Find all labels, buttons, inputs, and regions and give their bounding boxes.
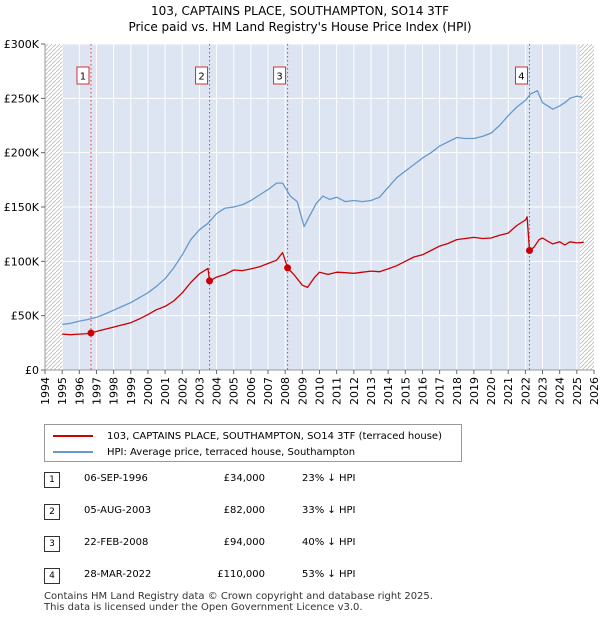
sale-number: 4 <box>44 568 60 584</box>
footer-copyright: Contains HM Land Registry data © Crown c… <box>44 591 433 602</box>
sale-row: 2 05-AUG-2003 £82,000 33% ↓ HPI <box>40 504 400 524</box>
x-tick-label: 2005 <box>228 377 241 405</box>
x-tick-label: 2012 <box>348 377 361 405</box>
x-tick-label: 2016 <box>416 377 429 405</box>
x-tick-label: 2026 <box>588 377 600 405</box>
sale-hpi-diff: 33% ↓ HPI <box>302 505 356 516</box>
forecast-hatch <box>579 44 594 370</box>
x-tick-label: 2024 <box>554 377 567 405</box>
sale-row: 4 28-MAR-2022 £110,000 53% ↓ HPI <box>40 568 400 588</box>
x-tick-label: 2014 <box>382 377 395 405</box>
x-tick-label: 2004 <box>211 377 224 405</box>
x-tick-label: 2020 <box>485 377 498 405</box>
legend-label-hpi: HPI: Average price, terraced house, Sout… <box>107 446 356 458</box>
x-tick-label: 2010 <box>314 377 327 405</box>
sale-row: 3 22-FEB-2008 £94,000 40% ↓ HPI <box>40 536 400 556</box>
sale-price: £94,000 <box>223 537 265 548</box>
x-tick-label: 2015 <box>399 377 412 405</box>
x-tick-label: 2013 <box>365 377 378 405</box>
x-tick-label: 2007 <box>262 377 275 405</box>
sale-point <box>87 329 95 337</box>
price-chart: 1 2 3 4 £0 £50K £100K £150K £200K £250K £300K 1994… <box>4 38 600 405</box>
chart-title: 103, CAPTAINS PLACE, SOUTHAMPTON, SO14 3… <box>150 4 450 18</box>
y-tick-label: £250K <box>4 92 40 105</box>
sale-point <box>284 264 292 272</box>
sale-price: £34,000 <box>223 473 265 484</box>
x-tick-label: 2025 <box>571 377 584 405</box>
legend-label-property: 103, CAPTAINS PLACE, SOUTHAMPTON, SO14 3… <box>107 430 442 442</box>
x-tick-label: 1995 <box>56 377 69 405</box>
sale-date: 06-SEP-1996 <box>84 473 148 484</box>
sale-marker-label: 2 <box>198 72 204 83</box>
sale-marker-box <box>195 66 209 85</box>
legend-swatch-hpi <box>53 451 93 453</box>
y-tick-label: £0 <box>25 364 39 377</box>
y-tick-label: £50K <box>11 310 40 323</box>
legend-swatch-property <box>53 435 93 437</box>
x-tick-label: 2000 <box>142 377 155 405</box>
x-tick-label: 2023 <box>537 377 550 405</box>
legend-item-hpi: HPI: Average price, terraced house, Sout… <box>53 445 355 459</box>
y-tick-label: £200K <box>4 147 40 160</box>
sale-row: 1 06-SEP-1996 £34,000 23% ↓ HPI <box>40 472 400 492</box>
y-tick-label: £100K <box>4 255 40 268</box>
x-tick-label: 2003 <box>193 377 206 405</box>
property-price-line <box>62 216 584 336</box>
x-tick-label: 2009 <box>296 377 309 405</box>
x-tick-label: 2022 <box>519 377 532 405</box>
x-tick-label: 1994 <box>39 377 52 405</box>
sale-point <box>525 246 533 254</box>
sale-marker-box <box>514 66 528 85</box>
sale-number: 3 <box>44 536 60 552</box>
x-tick-label: 1999 <box>125 377 138 405</box>
legend-item-property: 103, CAPTAINS PLACE, SOUTHAMPTON, SO14 3… <box>53 429 442 443</box>
sale-date: 22-FEB-2008 <box>84 537 149 548</box>
sale-number: 2 <box>44 504 60 520</box>
forecast-hatch <box>45 44 63 370</box>
sale-number: 1 <box>44 472 60 488</box>
footer: Contains HM Land Registry data © Crown c… <box>44 591 433 613</box>
sale-marker-box <box>76 66 90 85</box>
sale-marker-label: 3 <box>276 72 282 83</box>
x-tick-label: 1997 <box>90 377 103 405</box>
sale-marker-label: 4 <box>518 72 524 83</box>
sale-marker-box <box>273 66 287 85</box>
x-tick-label: 2021 <box>502 377 515 405</box>
y-tick-label: £150K <box>4 201 40 214</box>
chart-subtitle: Price paid vs. HM Land Registry's House … <box>128 20 472 34</box>
x-tick-label: 2017 <box>434 377 447 405</box>
sale-hpi-diff: 23% ↓ HPI <box>302 473 356 484</box>
legend: 103, CAPTAINS PLACE, SOUTHAMPTON, SO14 3… <box>44 424 462 462</box>
x-tick-label: 2001 <box>159 377 172 405</box>
x-tick-label: 2018 <box>451 377 464 405</box>
sale-hpi-diff: 40% ↓ HPI <box>302 537 356 548</box>
footer-licence: This data is licensed under the Open Gov… <box>44 602 363 613</box>
sale-point <box>206 277 214 285</box>
sale-hpi-diff: 53% ↓ HPI <box>302 569 356 580</box>
sale-date: 05-AUG-2003 <box>84 505 152 516</box>
x-tick-label: 2006 <box>245 377 258 405</box>
x-tick-label: 2011 <box>331 377 344 405</box>
sale-price: £110,000 <box>217 569 265 580</box>
x-tick-label: 2008 <box>279 377 292 405</box>
sale-price: £82,000 <box>223 505 265 516</box>
y-tick-label: £300K <box>4 38 40 51</box>
hpi-line <box>62 90 583 326</box>
sale-date: 28-MAR-2022 <box>84 569 152 580</box>
x-tick-label: 2019 <box>468 377 481 405</box>
x-tick-label: 2002 <box>176 377 189 405</box>
x-tick-label: 1996 <box>73 377 86 405</box>
sale-marker-label: 1 <box>80 72 86 83</box>
x-tick-label: 1998 <box>108 377 121 405</box>
